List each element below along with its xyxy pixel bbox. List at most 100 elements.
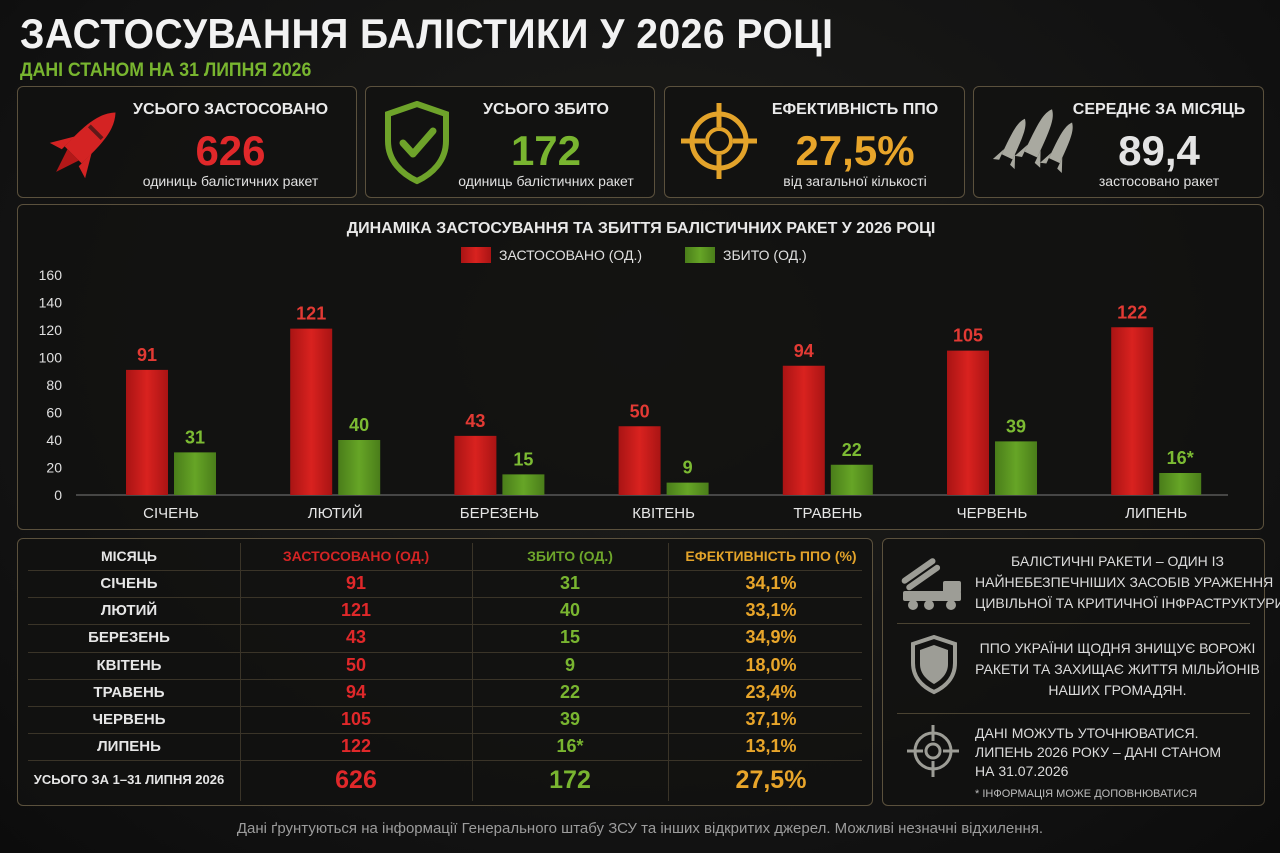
table-cell-month: БЕРЕЗЕНЬ [88,629,170,647]
table-cell-value: 16* [556,736,584,757]
divider [897,713,1250,714]
table-cell-value: 23,4% [745,681,797,702]
bar-intercepted [666,482,709,495]
row-divider [28,733,862,735]
card-value: 89,4 [1118,127,1200,174]
bar-launched [947,350,989,495]
table-cell-value: 50 [345,654,367,675]
data-label: 121 [296,304,326,324]
card-label: УСЬОГО ЗБИТО [483,101,609,118]
column-divider [472,543,473,801]
row-divider [28,651,862,653]
card-value: 626 [195,127,266,174]
table-cell-value: 18,0% [745,654,797,675]
card-label: УСЬОГО ЗАСТОСОВАНО [133,101,329,118]
stat-card-launched: УСЬОГО ЗАСТОСОВАНО 626 одиниць балістичн… [17,86,357,198]
x-tick-label: БЕРЕЗЕНЬ [460,505,539,522]
table-row: БЕРЕЗЕНЬ 43 15 34,9% [18,624,874,651]
table-header-row: МІСЯЦЬ ЗАСТОСОВАНО (ОД.) ЗБИТО (ОД.) ЕФЕКТИ… [18,543,874,570]
x-tick-label: ТРАВЕНЬ [793,505,862,522]
x-tick-label: КВІТЕНЬ [632,505,695,522]
table-cell-value: 40 [559,600,581,621]
bar-intercepted [995,441,1037,495]
table-row: ТРАВЕНЬ 94 22 23,4% [18,679,874,706]
legend-swatch [461,247,491,263]
table-cell-value: 9 [564,654,575,675]
bar-launched [290,328,333,495]
x-tick-label: СІЧЕНЬ [143,505,199,522]
bar-launched [1111,327,1154,495]
table-cell-value: 94 [345,681,367,702]
table-cell-value: 105 [340,709,372,729]
info-note: * ІНФОРМАЦІЯ МОЖЕ ДОПОВНЮВАТИСЯ [975,788,1198,800]
divider [897,623,1250,624]
table-cell-value: 31 [559,573,581,593]
bar-intercepted [338,440,381,495]
data-label: 31 [185,427,205,447]
table-total-row: УСЬОГО ЗА 1–31 ЛИПНЯ 2026 626 172 27,5% [18,763,874,797]
table-cell-value: 34,1% [745,573,797,593]
legend-label: ЗБИТО (ОД.) [723,247,807,263]
shield-check-icon [385,101,449,185]
info-line: ЛИПЕНЬ 2026 РОКУ – ДАНІ СТАНОМ [975,744,1222,760]
y-tick-label: 100 [39,350,63,366]
data-label: 9 [683,458,693,478]
table-cell-month: ЛЮТИЙ [100,602,158,620]
table-header-cell: МІСЯЦЬ [100,548,157,564]
info-line: ЦИВІЛЬНОЇ ТА КРИТИЧНОЇ ІНФРАСТРУКТУРИ [975,595,1280,611]
table-cell-month: СІЧЕНЬ [100,575,158,592]
info-panel: БАЛІСТИЧНІ РАКЕТИ – ОДИН ІЗ НАЙНЕБЕЗПЕЧН… [882,538,1280,806]
table-row: СІЧЕНЬ 91 31 34,1% [18,570,874,597]
table-row: ЛЮТИЙ 121 40 33,1% [18,597,874,624]
info-line: РАКЕТИ ТА ЗАХИЩАЄ ЖИТТЯ МІЛЬЙОНІВ [975,661,1260,677]
table-cell-value: 34,9% [745,627,797,648]
crosshair-icon [907,725,959,777]
bar-intercepted [830,464,873,495]
card-desc: одиниць балістичних ракет [458,173,634,189]
page-subtitle: ДАНІ СТАНОМ НА 31 ЛИПНЯ 2026 [20,60,312,81]
crosshair-icon [681,103,757,179]
info-line: НАШИХ ГРОМАДЯН. [1048,682,1187,698]
stat-card-average: СЕРЕДНЄ ЗА МІСЯЦЬ 89,4 застосовано ракет [973,86,1264,198]
row-divider [28,678,862,680]
chart-panel: ДИНАМІКА ЗАСТОСУВАННЯ ТА ЗБИТТЯ БАЛІСТИЧ… [17,204,1264,530]
table-cell-month: КВІТЕНЬ [96,656,162,674]
y-tick-label: 40 [46,432,62,448]
bar-launched [618,426,661,495]
row-divider [28,570,862,571]
bar-launched [454,435,497,495]
data-label: 16* [1167,448,1194,468]
info-line: ДАНІ МОЖУТЬ УТОЧНЮВАТИСЯ. [975,725,1199,741]
data-label: 22 [842,440,862,460]
y-tick-label: 160 [39,267,63,283]
info-line: НАЙНЕБЕЗПЕЧНІШИХ ЗАСОБІВ УРАЖЕННЯ [975,574,1274,590]
legend-label: ЗАСТОСОВАНО (ОД.) [499,247,642,263]
page-title: ЗАСТОСУВАННЯ БАЛІСТИКИ У 2026 РОЦІ [20,10,834,57]
bar-chart: ДИНАМІКА ЗАСТОСУВАННЯ ТА ЗБИТТЯ БАЛІСТИЧ… [39,220,1228,522]
table-header-cell: ЕФЕКТИВНІСТЬ ППО (%) [685,548,857,564]
card-desc: одиниць балістичних ракет [142,173,319,189]
column-divider [668,543,669,801]
stat-card-efficiency: ЕФЕКТИВНІСТЬ ППО 27,5% від загальної кіл… [664,86,965,198]
bar-intercepted [502,474,545,495]
table-cell-value: 91 [345,573,367,593]
missiles-icon [992,109,1073,173]
table-total-value: 626 [335,766,377,795]
bar-intercepted [174,452,216,495]
x-tick-label: ЛЮТИЙ [308,504,363,522]
data-label: 105 [953,326,983,346]
data-label: 40 [349,415,369,435]
x-tick-label: ЧЕРВЕНЬ [957,505,1028,522]
table-cell-month: ЧЕРВЕНЬ [92,711,166,728]
rocket-icon [49,112,116,179]
table-cell-value: 37,1% [745,709,797,729]
row-divider [28,706,862,707]
bar-launched [782,365,825,495]
y-tick-label: 0 [54,487,62,503]
stat-card-intercepted: УСЬОГО ЗБИТО 172 одиниць балістичних рак… [365,86,655,198]
table-cell-value: 13,1% [745,736,797,757]
bar-intercepted [1159,473,1202,495]
y-tick-label: 60 [46,405,62,421]
data-label: 122 [1117,302,1147,322]
row-divider [28,597,862,599]
